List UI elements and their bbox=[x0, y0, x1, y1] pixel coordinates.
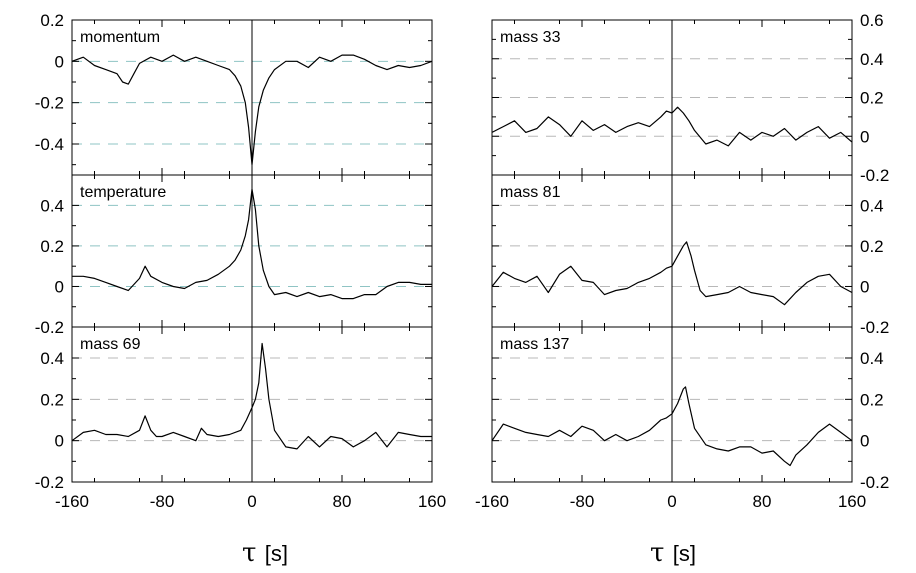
y-tick-label-momentum: 0.2 bbox=[40, 11, 64, 30]
y-tick-label-mass-33: 0 bbox=[860, 127, 869, 146]
panel-label-mass-33: mass 33 bbox=[500, 29, 561, 46]
panel-label-temperature: temperature bbox=[80, 184, 166, 201]
series-line-mass-81 bbox=[491, 241, 853, 306]
y-tick-label-momentum: -0.4 bbox=[35, 135, 64, 154]
y-tick-label-mass-81: -0.2 bbox=[860, 318, 889, 337]
y-tick-label-mass-137: 0.2 bbox=[860, 390, 884, 409]
x-axis-title-right: τ [s] bbox=[650, 538, 696, 568]
series-line-temperature bbox=[72, 188, 432, 300]
y-tick-label-mass-81: 0 bbox=[860, 277, 869, 296]
x-axis-title-left: τ [s] bbox=[242, 538, 288, 568]
y-tick-label-mass-137: 0 bbox=[860, 432, 869, 451]
x-tick-label-mass-69: 0 bbox=[247, 492, 256, 511]
y-tick-label-mass-33: 0.4 bbox=[860, 50, 884, 69]
series-line-mass-137 bbox=[491, 386, 853, 467]
y-tick-label-mass-137: -0.2 bbox=[860, 473, 889, 492]
panel-label-momentum: momentum bbox=[80, 29, 160, 46]
x-tick-label-mass-137: 0 bbox=[667, 492, 676, 511]
x-tick-label-mass-69: -80 bbox=[150, 492, 175, 511]
y-tick-label-mass-69: 0.2 bbox=[40, 390, 64, 409]
panel-momentum: 0.2 0 -0.2 -0.4 momentum bbox=[35, 11, 433, 176]
x-tick-label-mass-137: 80 bbox=[753, 492, 772, 511]
y-tick-label-mass-81: 0.4 bbox=[860, 196, 884, 215]
panels-layer: 0.2 0 -0.2 -0.4 momentum 0.4 0.2 0 -0.2 temperatu… bbox=[35, 11, 890, 511]
y-tick-label-temperature: 0 bbox=[55, 277, 64, 296]
panel-label-mass-137: mass 137 bbox=[500, 336, 569, 353]
panel-mass-137: 0.4 0.2 0 -0.2 -160 -80 0 80 160 mass 137 bbox=[475, 326, 889, 511]
panel-label-mass-81: mass 81 bbox=[500, 184, 561, 201]
panel-label-mass-69: mass 69 bbox=[80, 336, 141, 353]
y-tick-label-mass-33: -0.2 bbox=[860, 166, 889, 185]
x-tick-label-mass-69: -160 bbox=[55, 492, 89, 511]
panel-mass-69: 0.4 0.2 0 -0.2-160 -80 0 80 160 mass 69 bbox=[35, 326, 446, 511]
panel-mass-33: 0.6 0.4 0.2 0 -0.2 mass 33 bbox=[491, 11, 889, 185]
y-tick-label-mass-33: 0.6 bbox=[860, 11, 884, 30]
y-tick-label-temperature: -0.2 bbox=[35, 318, 64, 337]
panel-mass-81: 0.4 0.2 0 -0.2 mass 81 bbox=[491, 174, 889, 337]
y-tick-label-mass-137: 0.4 bbox=[860, 349, 884, 368]
y-tick-label-temperature: 0.2 bbox=[40, 237, 64, 256]
x-tick-label-mass-137: 160 bbox=[838, 492, 866, 511]
y-tick-label-mass-69: 0 bbox=[55, 432, 64, 451]
y-tick-label-mass-81: 0.2 bbox=[860, 237, 884, 256]
x-tick-label-mass-137: -80 bbox=[570, 492, 595, 511]
x-tick-label-mass-69: 160 bbox=[418, 492, 446, 511]
y-tick-label-mass-69: 0.4 bbox=[40, 349, 64, 368]
x-tick-label-mass-69: 80 bbox=[333, 492, 352, 511]
series-line-mass-33 bbox=[491, 106, 853, 147]
y-tick-label-mass-33: 0.2 bbox=[860, 89, 884, 108]
y-tick-label-temperature: 0.4 bbox=[40, 196, 64, 215]
panel-temperature: 0.4 0.2 0 -0.2 temperature bbox=[35, 174, 433, 337]
series-line-mass-69 bbox=[71, 342, 432, 450]
y-tick-label-momentum: 0 bbox=[55, 52, 64, 71]
x-tick-label-mass-137: -160 bbox=[475, 492, 509, 511]
series-line-momentum bbox=[71, 54, 433, 166]
y-tick-label-momentum: -0.2 bbox=[35, 94, 64, 113]
y-tick-label-mass-69: -0.2 bbox=[35, 473, 64, 492]
